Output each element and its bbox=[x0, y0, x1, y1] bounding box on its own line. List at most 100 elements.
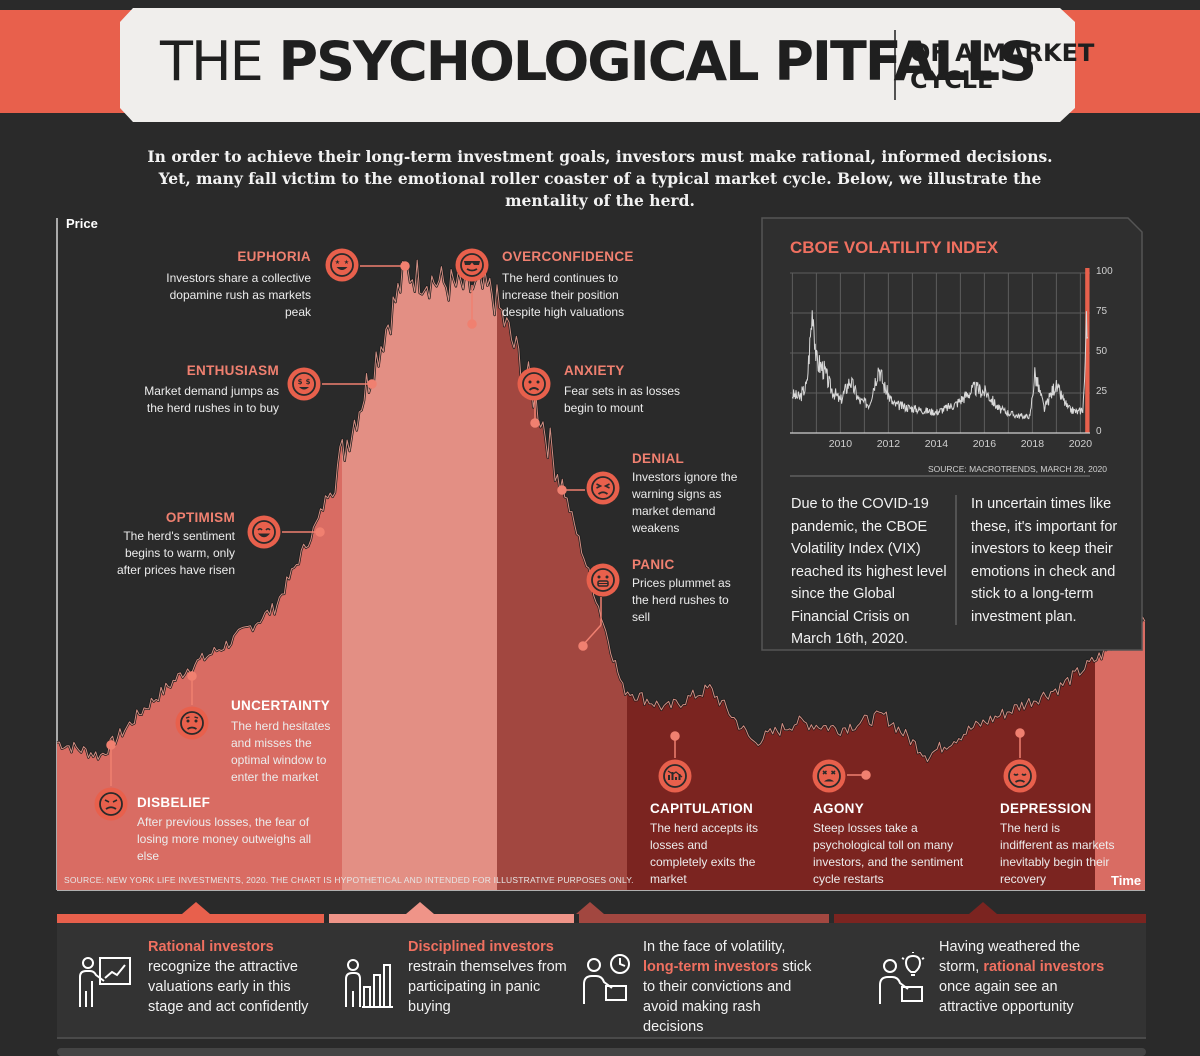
annotation-connectors bbox=[106, 261, 1025, 786]
title-sub-line-1: OF A MARKET bbox=[910, 39, 1095, 67]
person-bars-icon bbox=[345, 959, 393, 1008]
stage-desc-denial: Investors ignore the warning signs as ma… bbox=[632, 470, 738, 535]
stage-desc-euphoria: Investors share a collective dopamine ru… bbox=[166, 271, 311, 319]
bottom-hl-4: rational investors bbox=[983, 959, 1105, 975]
scream-face-icon bbox=[586, 563, 620, 597]
footer-strip bbox=[57, 1048, 1146, 1056]
tired-face-icon bbox=[812, 759, 846, 793]
vix-y-tick: 75 bbox=[1096, 306, 1108, 317]
vix-text-right: In uncertain times like these, it's impo… bbox=[971, 496, 1118, 625]
stage-title-overconfidence: OVERCONFIDENCE bbox=[502, 249, 634, 264]
stage-title-enthusiasm: ENTHUSIASM bbox=[186, 363, 279, 378]
stage-title-anxiety: ANXIETY bbox=[564, 363, 625, 378]
pointer-2 bbox=[406, 902, 434, 914]
bottom-bar-4 bbox=[834, 914, 1146, 923]
vix-x-tick: 2020 bbox=[1068, 438, 1093, 450]
x-axis-label: Time bbox=[1111, 873, 1142, 888]
stage-desc-anxiety: Fear sets in as losses begin to mount bbox=[564, 384, 681, 415]
title-banner bbox=[120, 8, 1075, 122]
vix-panel bbox=[761, 217, 1143, 651]
stage-title-panic: PANIC bbox=[632, 557, 675, 572]
stage-desc-enthusiasm: Market demand jumps as the herd rushes i… bbox=[144, 384, 279, 415]
vix-title: CBOE VOLATILITY INDEX bbox=[790, 238, 999, 257]
bottom-hl-2: Disciplined investors bbox=[408, 939, 554, 955]
zone-disciplined bbox=[342, 260, 497, 890]
stage-title-depression: DEPRESSION bbox=[1000, 801, 1092, 816]
vix-y-tick: 100 bbox=[1096, 266, 1113, 277]
title-the: THE bbox=[160, 30, 264, 93]
stage-title-denial: DENIAL bbox=[632, 451, 685, 466]
squint-face-icon bbox=[586, 471, 620, 505]
star-eyes-face-icon: ★ ★ bbox=[325, 248, 359, 282]
bottom-hl-3: long-term investors bbox=[643, 959, 779, 975]
bottom-rest-3: stick to their convictions and avoid mak… bbox=[643, 959, 812, 1035]
stage-title-uncertainty: UNCERTAINTY bbox=[231, 698, 331, 713]
bottom-text-2: Disciplined investors restrain themselve… bbox=[408, 937, 568, 1017]
bottom-bar-1 bbox=[57, 914, 324, 923]
pointer-1 bbox=[182, 902, 210, 914]
vix-x-tick: 2018 bbox=[1020, 438, 1045, 450]
svg-text:★: ★ bbox=[344, 259, 349, 266]
sunglasses-face-icon bbox=[455, 248, 489, 282]
stage-title-disbelief: DISBELIEF bbox=[137, 795, 211, 810]
vix-y-tick: 50 bbox=[1096, 346, 1108, 357]
svg-text:$: $ bbox=[298, 378, 303, 386]
dollar-eyes-face-icon: $ $ bbox=[287, 367, 321, 401]
stage-title-agony: AGONY bbox=[813, 801, 865, 816]
title-sub-line-2: CYCLE bbox=[910, 66, 994, 94]
bottom-rest-1: recognize the attractive valuations earl… bbox=[148, 959, 309, 1015]
stage-desc-disbelief: After previous losses, the fear of losin… bbox=[137, 815, 312, 863]
y-axis-label: Price bbox=[66, 216, 98, 231]
svg-text:$: $ bbox=[306, 378, 311, 386]
clock-person-icon bbox=[583, 954, 630, 1004]
bottom-text-4: Having weathered the storm, rational inv… bbox=[939, 937, 1119, 1017]
bottom-text-1: Rational investors recognize the attract… bbox=[148, 937, 323, 1017]
worried-face-icon bbox=[517, 367, 551, 401]
vix-recent-highlight bbox=[1085, 268, 1090, 433]
bottom-rest-4: once again see an attractive opportunity bbox=[939, 979, 1074, 1015]
vix-y-tick: 0 bbox=[1096, 426, 1102, 437]
vix-source: SOURCE: MACROTRENDS, MARCH 28, 2020 bbox=[928, 464, 1108, 474]
idea-person-icon bbox=[879, 952, 925, 1004]
sad-face-icon bbox=[1003, 759, 1037, 793]
bottom-rest-2: restrain themselves from participating i… bbox=[408, 959, 567, 1015]
svg-text:★: ★ bbox=[335, 259, 340, 266]
stage-desc-overconfidence: The herd continues to increase their pos… bbox=[502, 271, 625, 319]
stage-desc-depression: The herd is indifferent as markets inevi… bbox=[1000, 821, 1115, 886]
pointer-4 bbox=[969, 902, 997, 914]
frown-face-icon bbox=[94, 787, 128, 821]
vix-x-tick: 2010 bbox=[828, 438, 853, 450]
presenter-chart-icon bbox=[79, 957, 131, 1007]
stage-desc-panic: Prices plummet as the herd rushes to sel… bbox=[632, 576, 731, 624]
stage-desc-optimism: The herd's sentiment begins to warm, onl… bbox=[116, 529, 235, 577]
vix-y-tick: 25 bbox=[1096, 386, 1108, 397]
vix-x-tick: 2014 bbox=[924, 438, 949, 450]
bottom-panel bbox=[57, 923, 1146, 1038]
stage-desc-agony: Steep losses take a psychological toll o… bbox=[813, 821, 964, 886]
bottom-bar-2 bbox=[329, 914, 574, 923]
grin-face-icon bbox=[247, 515, 281, 549]
stage-desc-uncertainty: The herd hesitates and misses the optima… bbox=[231, 719, 331, 784]
bottom-pre-4: Having weathered the storm, bbox=[939, 939, 1081, 975]
chart-source: SOURCE: NEW YORK LIFE INVESTMENTS, 2020.… bbox=[64, 875, 634, 885]
bottom-text-3: In the face of volatility, long-term inv… bbox=[643, 937, 823, 1037]
bottom-pre-3: In the face of volatility, bbox=[643, 939, 786, 955]
vix-text-left: Due to the COVID-19 pandemic, the CBOE V… bbox=[791, 496, 947, 647]
bottom-bar-3 bbox=[579, 914, 829, 923]
title-subtitle: OF A MARKET CYCLE bbox=[910, 40, 1094, 94]
vix-x-tick: 2012 bbox=[876, 438, 901, 450]
page-title: THE PSYCHOLOGICAL PITFALLS bbox=[160, 30, 1038, 93]
stage-title-optimism: OPTIMISM bbox=[165, 510, 235, 525]
stage-title-euphoria: EUPHORIA bbox=[237, 249, 311, 264]
vix-line bbox=[791, 310, 1089, 420]
stage-title-capitulation: CAPITULATION bbox=[650, 801, 754, 816]
pointer-3 bbox=[576, 902, 604, 914]
intro-text: In order to achieve their long-term inve… bbox=[147, 147, 1053, 210]
title-main-text: PSYCHOLOGICAL PITFALLS bbox=[278, 30, 1038, 93]
stage-desc-capitulation: The herd accepts its losses and complete… bbox=[650, 821, 759, 886]
confused-face-icon bbox=[175, 706, 209, 740]
vix-x-tick: 2016 bbox=[972, 438, 997, 450]
chart-down-icon bbox=[658, 759, 692, 793]
bottom-hl-1: Rational investors bbox=[148, 939, 274, 955]
